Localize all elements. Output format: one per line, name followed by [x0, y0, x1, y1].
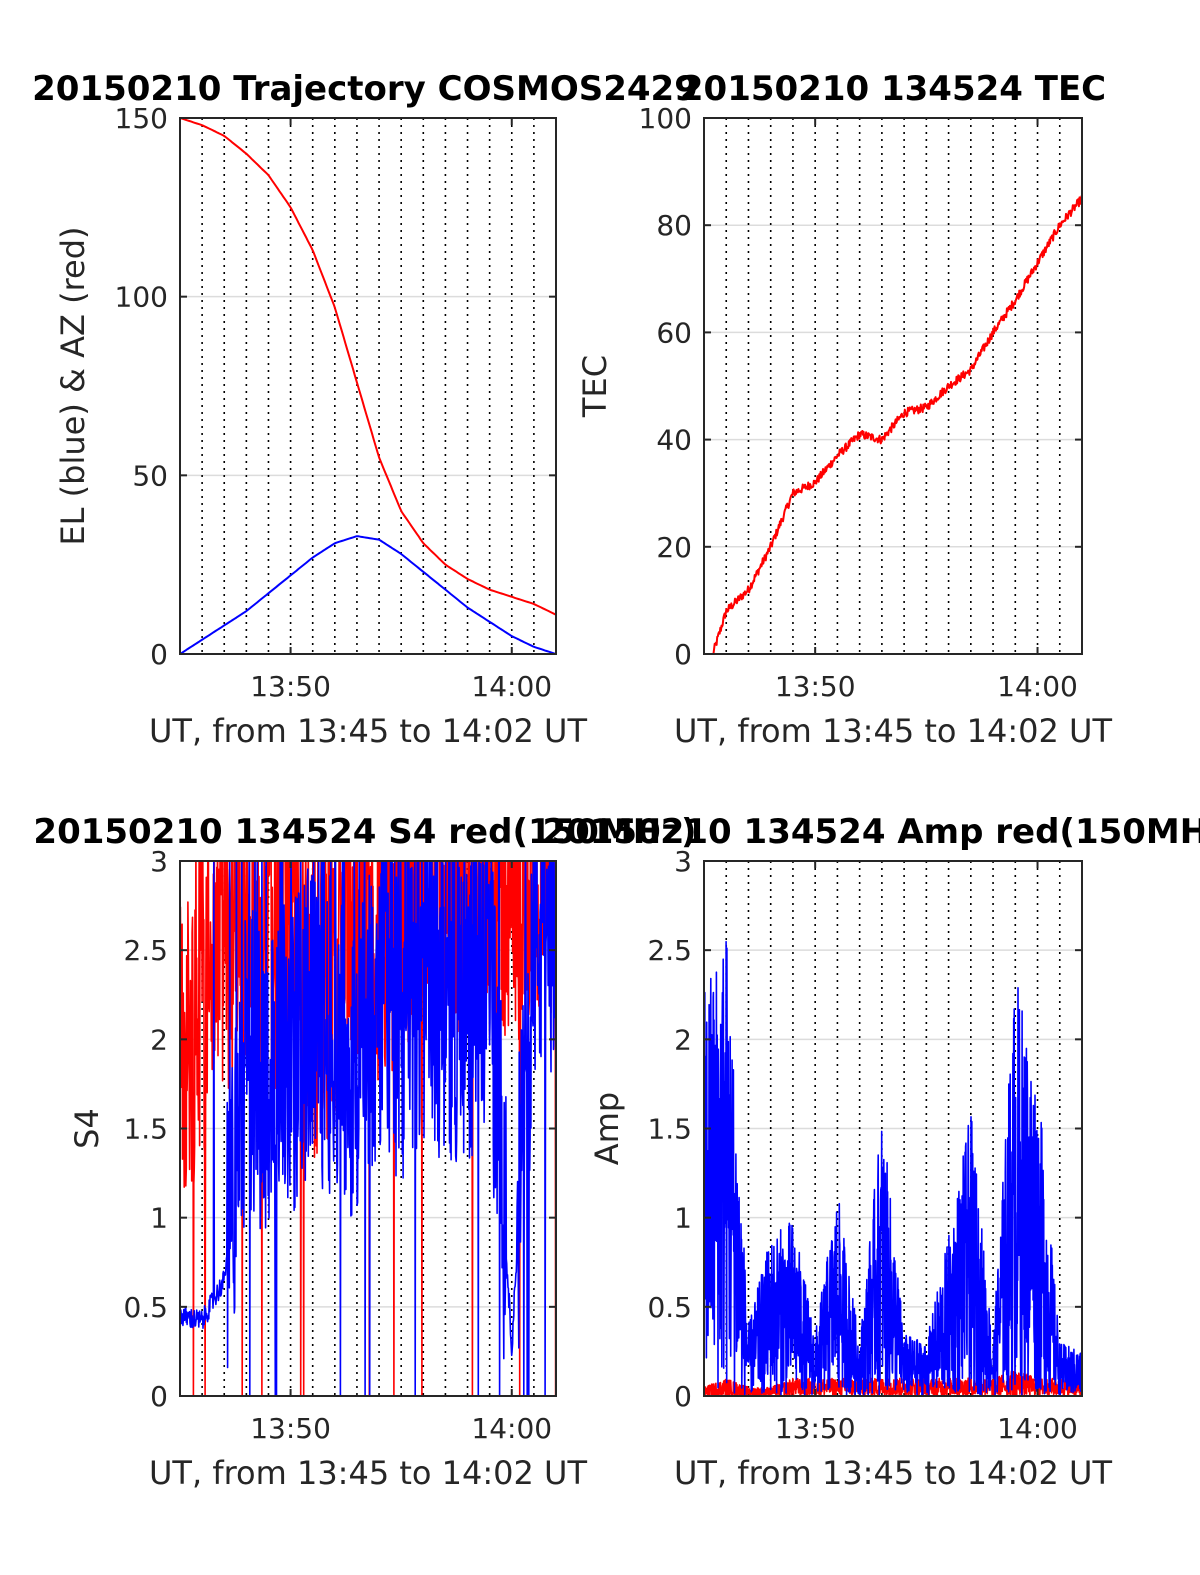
trajectory-ytick-label: 0 — [150, 638, 168, 671]
s4-title: 20150210 134524 S4 red(150MHz) — [33, 812, 696, 852]
trajectory-axes-frame — [179, 117, 557, 655]
tec-ylabel: TEC — [576, 355, 614, 418]
trajectory-ylabel: EL (blue) & AZ (red) — [54, 226, 92, 545]
trajectory-ytick-label: 100 — [115, 281, 168, 314]
amp-ytick-label: 0 — [674, 1380, 692, 1413]
s4-ticks: 0 0.5 1 1.5 2 2.5 3 13:50 14:00 — [123, 845, 556, 1445]
s4-xlabel: UT, from 13:45 to 14:02 UT — [149, 1454, 587, 1492]
trajectory-ytick-label: 50 — [132, 459, 168, 492]
amp-title: 20150210 134524 Amp red(150MHz) — [542, 812, 1200, 852]
trajectory-panel: 0 50 100 150 13:50 14:00 20150210 Trajectory … — [32, 69, 698, 750]
trajectory-series-red-line — [180, 118, 556, 616]
amp-ytick-label: 0.5 — [647, 1291, 692, 1324]
s4-series-blue-line — [180, 861, 556, 1396]
tec-axes-frame — [703, 117, 1083, 655]
trajectory-axes-area — [180, 118, 556, 654]
s4-series — [180, 861, 556, 1396]
s4-xtick-label: 13:50 — [250, 1412, 331, 1445]
tec-ytick-label: 80 — [656, 209, 692, 242]
trajectory-xtick-label: 13:50 — [250, 670, 331, 703]
amp-ticks: 0 0.5 1 1.5 2 2.5 3 13:50 14:00 — [647, 845, 1082, 1445]
amp-ytick-label: 1.5 — [647, 1113, 692, 1146]
tec-series-red-line — [712, 194, 1082, 654]
tec-ytick-label: 100 — [639, 102, 692, 135]
amp-series-red-line — [704, 1370, 1082, 1396]
amp-ytick-label: 3 — [674, 845, 692, 878]
trajectory-series-blue-line — [180, 535, 556, 654]
trajectory-series — [180, 118, 556, 654]
s4-ytick-label: 2.5 — [123, 934, 168, 967]
amp-ytick-label: 2 — [674, 1023, 692, 1056]
s4-ytick-label: 3 — [150, 845, 168, 878]
amp-ytick-label: 2.5 — [647, 934, 692, 967]
trajectory-xtick-label: 14:00 — [471, 670, 552, 703]
tec-ytick-label: 60 — [656, 316, 692, 349]
s4-ytick-label: 1 — [150, 1202, 168, 1235]
s4-xtick-label: 14:00 — [471, 1412, 552, 1445]
trajectory-xlabel: UT, from 13:45 to 14:02 UT — [149, 712, 587, 750]
tec-ytick-label: 20 — [656, 531, 692, 564]
s4-ytick-label: 1.5 — [123, 1113, 168, 1146]
tec-panel: 0 20 40 60 80 100 13:50 14:00 20150210 134524 T… — [576, 69, 1112, 750]
trajectory-ytick-label: 150 — [115, 102, 168, 135]
amp-series-blue-line — [704, 940, 1082, 1396]
tec-ticks: 0 20 40 60 80 100 13:50 14:00 — [639, 102, 1082, 703]
amp-series — [704, 940, 1082, 1396]
amp-ytick-label: 1 — [674, 1202, 692, 1235]
s4-ytick-label: 0 — [150, 1380, 168, 1413]
tec-series — [712, 194, 1082, 654]
amp-xtick-label: 14:00 — [997, 1412, 1078, 1445]
s4-ylabel: S4 — [68, 1108, 106, 1149]
trajectory-ticks: 0 50 100 150 13:50 14:00 — [115, 102, 556, 703]
amp-xtick-label: 13:50 — [775, 1412, 856, 1445]
trajectory-title: 20150210 Trajectory COSMOS2429 — [32, 69, 698, 109]
tec-ytick-label: 40 — [656, 424, 692, 457]
s4-panel: 0 0.5 1 1.5 2 2.5 3 13:50 14:00 20150210 134524 … — [33, 812, 696, 1492]
s4-ytick-label: 2 — [150, 1023, 168, 1056]
amp-panel: 0 0.5 1 1.5 2 2.5 3 13:50 14:00 20150210 134524 … — [542, 812, 1200, 1492]
trajectory-grid — [180, 118, 556, 654]
tec-title: 20150210 134524 TEC — [680, 69, 1106, 109]
tec-axes-area — [704, 118, 1082, 654]
tec-ytick-label: 0 — [674, 638, 692, 671]
tec-xtick-label: 14:00 — [997, 670, 1078, 703]
amp-xlabel: UT, from 13:45 to 14:02 UT — [674, 1454, 1112, 1492]
tec-xtick-label: 13:50 — [775, 670, 856, 703]
s4-ytick-label: 0.5 — [123, 1291, 168, 1324]
tec-xlabel: UT, from 13:45 to 14:02 UT — [674, 712, 1112, 750]
amp-ylabel: Amp — [588, 1092, 626, 1165]
